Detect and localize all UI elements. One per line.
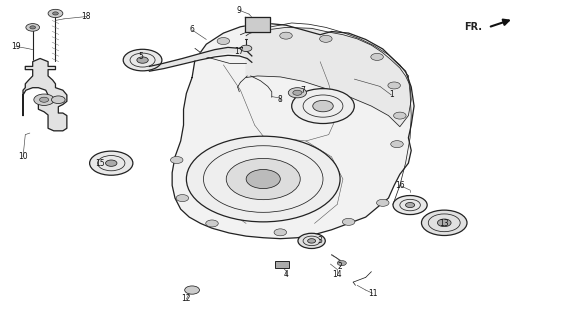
Text: 8: 8 [278, 95, 283, 104]
Circle shape [393, 196, 427, 215]
Text: 15: 15 [95, 159, 105, 168]
Text: 3: 3 [317, 236, 323, 245]
Circle shape [292, 89, 354, 124]
Text: 10: 10 [18, 152, 28, 161]
Circle shape [39, 97, 49, 102]
Text: 12: 12 [182, 294, 191, 303]
Text: 14: 14 [332, 270, 342, 279]
Circle shape [170, 156, 183, 164]
Circle shape [240, 45, 252, 52]
Circle shape [51, 96, 65, 104]
Circle shape [293, 90, 302, 95]
Circle shape [422, 210, 467, 236]
Circle shape [320, 35, 332, 42]
Text: 18: 18 [81, 12, 90, 21]
Polygon shape [246, 28, 411, 127]
Circle shape [288, 88, 307, 98]
Circle shape [280, 32, 292, 39]
Circle shape [438, 219, 451, 227]
Text: 9: 9 [237, 6, 242, 15]
Text: 17: 17 [235, 47, 244, 56]
Circle shape [185, 286, 200, 294]
Circle shape [90, 151, 133, 175]
Circle shape [217, 37, 229, 44]
Circle shape [274, 229, 287, 236]
Circle shape [186, 136, 340, 222]
Text: 1: 1 [389, 91, 394, 100]
Circle shape [106, 160, 117, 166]
Circle shape [313, 100, 333, 112]
Text: 2: 2 [337, 262, 343, 271]
Circle shape [30, 26, 35, 29]
Text: 6: 6 [190, 25, 194, 35]
Circle shape [53, 12, 58, 15]
Circle shape [337, 260, 346, 266]
Circle shape [308, 239, 316, 243]
Polygon shape [245, 17, 270, 32]
Circle shape [371, 53, 383, 60]
Text: 11: 11 [368, 289, 378, 298]
Polygon shape [23, 59, 67, 131]
Polygon shape [172, 23, 414, 239]
Circle shape [343, 218, 355, 225]
Text: 16: 16 [395, 181, 404, 190]
Circle shape [394, 112, 406, 119]
Circle shape [406, 203, 415, 208]
Circle shape [123, 49, 162, 71]
Circle shape [227, 158, 300, 200]
Circle shape [376, 199, 389, 206]
Circle shape [48, 9, 63, 18]
Text: 5: 5 [138, 52, 143, 61]
Circle shape [391, 141, 403, 148]
Text: 19: 19 [11, 42, 21, 51]
Circle shape [388, 82, 400, 89]
Circle shape [34, 94, 54, 105]
Text: 4: 4 [284, 270, 288, 279]
Text: 13: 13 [439, 219, 449, 228]
Circle shape [246, 170, 280, 188]
Text: FR.: FR. [464, 22, 482, 32]
FancyBboxPatch shape [275, 261, 289, 268]
Circle shape [206, 220, 219, 227]
Circle shape [176, 195, 189, 202]
Circle shape [26, 24, 39, 31]
Text: 7: 7 [301, 86, 305, 95]
Circle shape [298, 233, 325, 249]
Polygon shape [149, 47, 252, 71]
Circle shape [137, 57, 148, 63]
